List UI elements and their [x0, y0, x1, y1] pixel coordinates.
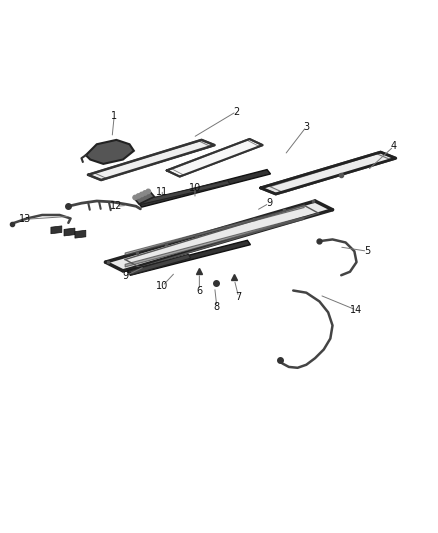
Text: 3: 3 [303, 122, 309, 132]
Polygon shape [138, 181, 230, 205]
Text: 12: 12 [110, 201, 123, 211]
Polygon shape [125, 205, 304, 255]
Polygon shape [64, 228, 75, 236]
Text: 6: 6 [196, 286, 202, 295]
Polygon shape [95, 141, 211, 179]
Polygon shape [261, 152, 396, 194]
Polygon shape [138, 169, 271, 207]
Circle shape [146, 189, 150, 193]
Text: 9: 9 [266, 198, 272, 208]
Text: 4: 4 [391, 141, 397, 151]
Polygon shape [75, 230, 86, 238]
Text: 10: 10 [189, 183, 201, 193]
Circle shape [140, 192, 144, 197]
Text: 5: 5 [364, 246, 371, 256]
Text: 1: 1 [111, 111, 117, 121]
Circle shape [143, 191, 147, 195]
Polygon shape [270, 154, 390, 193]
Text: 8: 8 [214, 302, 220, 312]
Polygon shape [88, 140, 215, 180]
Text: 10: 10 [156, 281, 168, 291]
Text: 11: 11 [156, 187, 168, 197]
Circle shape [136, 194, 141, 198]
Text: 2: 2 [233, 107, 240, 117]
Polygon shape [51, 226, 62, 234]
Text: 7: 7 [236, 292, 242, 302]
Circle shape [133, 195, 138, 200]
Text: 9: 9 [122, 271, 128, 281]
Text: 13: 13 [18, 214, 31, 224]
Polygon shape [125, 217, 304, 267]
Polygon shape [127, 240, 251, 275]
Polygon shape [86, 140, 134, 164]
Text: 14: 14 [350, 305, 363, 315]
Polygon shape [134, 190, 154, 204]
Polygon shape [106, 201, 332, 271]
Polygon shape [172, 140, 259, 175]
Polygon shape [130, 254, 191, 275]
Polygon shape [166, 139, 263, 176]
